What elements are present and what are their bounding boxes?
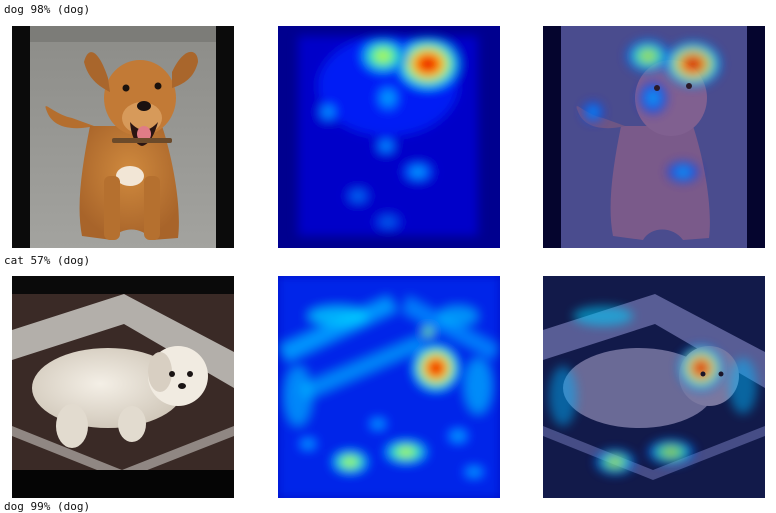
row-2-overlay (543, 276, 765, 498)
row-2-heatmap (278, 276, 500, 498)
row-1-caption: dog 98% (dog) (4, 3, 91, 16)
row-1-original-image-drawing (12, 26, 234, 248)
row-2-original-image-drawing (12, 276, 234, 498)
row-1-heatmap (278, 26, 500, 248)
row-2-caption: cat 57% (dog) (4, 254, 91, 267)
row-1-overlay (543, 26, 765, 248)
row-1-original-image (12, 26, 234, 248)
row-2-original-image (12, 276, 234, 498)
row-1-heatmap-drawing (278, 26, 500, 248)
row-2-overlay-drawing (543, 276, 765, 498)
row-1-overlay-drawing (543, 26, 765, 248)
row-2-heatmap-drawing (278, 276, 500, 498)
